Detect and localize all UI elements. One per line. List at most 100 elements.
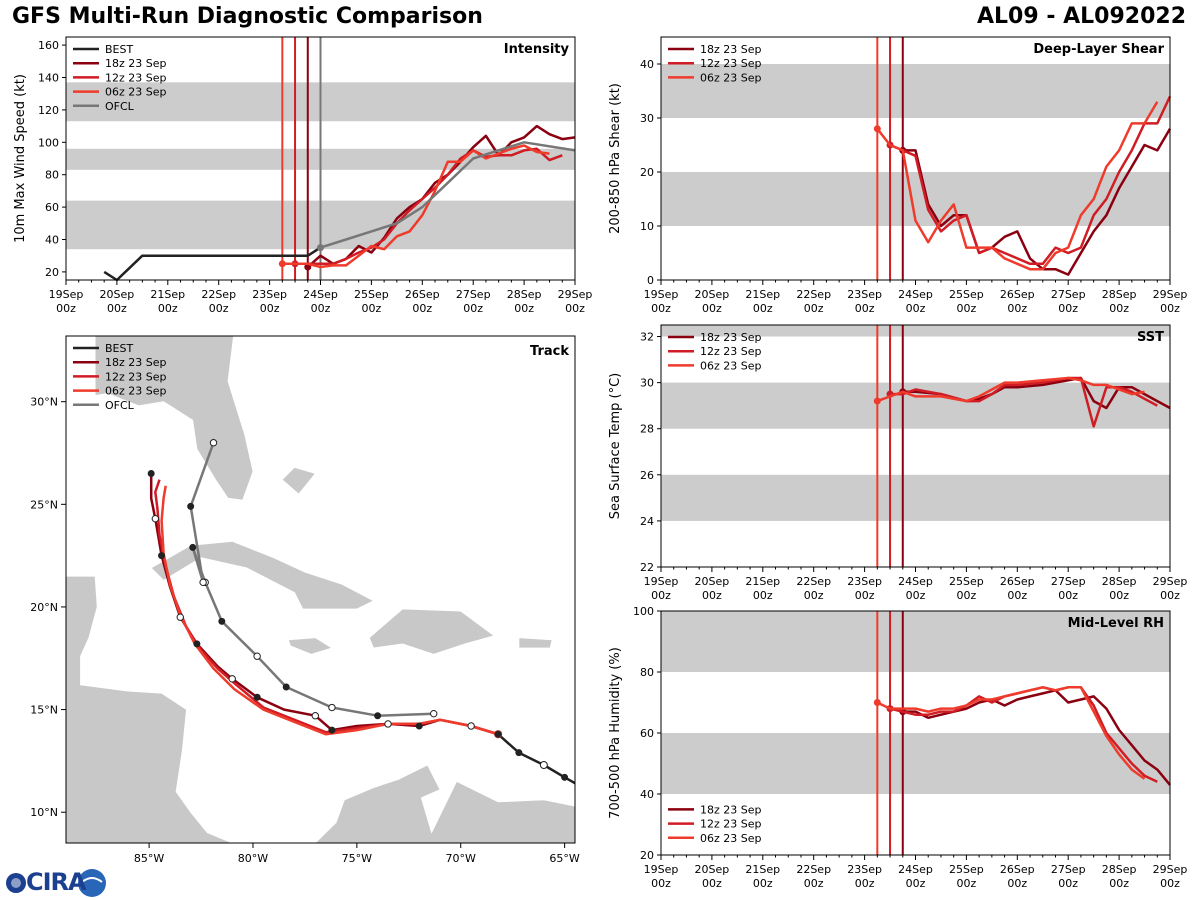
track-legend-entry-18z-23-sep: 18z 23 Sep [105,356,167,369]
track-ytick-label: 25°N [30,498,58,511]
sst-ytick-label: 28 [640,423,654,436]
intensity-start-point-ofcl [317,244,324,252]
shear-xtick-label-day: 27Sep [1051,288,1086,301]
sst-xtick-label-hour: 00z [804,589,824,602]
sst-legend-entry-12z-23-sep: 12z 23 Sep [700,345,762,358]
sst-ytick-label: 32 [640,331,654,344]
intensity-ytick-label: 40 [45,234,59,247]
intensity-legend-entry-ofcl: OFCL [105,100,135,113]
track-panel-title: Track [530,344,569,359]
track-forecast-marker [311,712,320,720]
shear-legend-entry-12z-23-sep: 12z 23 Sep [700,57,762,70]
rh-xtick-label-day: 19Sep [644,863,679,876]
track-forecast-marker [494,730,502,738]
sst-xtick-label-day: 29Sep [1153,575,1188,588]
intensity-ytick-label: 100 [38,136,59,149]
intensity-start-point-06z-23-sep [278,260,286,268]
intensity-xtick-label-day: 21Sep [150,288,185,301]
south-america-land [314,764,575,843]
intensity-xtick-label-hour: 00z [260,302,280,315]
shear-band-1 [661,64,1170,118]
intensity-series-12z-23-sep [295,147,563,266]
track-map [66,336,583,843]
track-ytick-label: 20°N [30,601,58,614]
cuba-land [150,540,375,610]
shear-xtick-label-day: 28Sep [1102,288,1137,301]
sst-xtick-label-hour: 00z [1007,589,1027,602]
track-forecast-marker [151,514,160,523]
cira-right-globe-icon [78,869,106,897]
shear-xtick-label-day: 20Sep [695,288,730,301]
sst-xtick-label-day: 24Sep [898,575,933,588]
track-ofcl-marker [218,617,226,625]
sst-xtick-label-day: 28Sep [1102,575,1137,588]
sst-ytick-label: 26 [640,469,654,482]
track-ofcl-marker [187,502,195,510]
shear-series-06z-23-sep [876,101,1159,271]
shear-xtick-label-hour: 00z [702,302,722,315]
shear-xtick-label-hour: 00z [957,302,977,315]
shear-xtick-label-hour: 00z [1007,302,1027,315]
rh-xtick-label-day: 25Sep [949,863,984,876]
shear-xtick-label-day: 26Sep [1000,288,1035,301]
rh-xtick-label-day: 28Sep [1102,863,1137,876]
rh-xtick-label-hour: 00z [957,877,977,890]
track-ofcl-marker [328,703,336,712]
rh-legend-entry-12z-23-sep: 12z 23 Sep [700,818,762,831]
sst-xtick-label-hour: 00z [702,589,722,602]
sst-ylabel: Sea Surface Temp (°C) [608,373,623,520]
track-legend-entry-12z-23-sep: 12z 23 Sep [105,370,167,383]
shear-ytick-label: 40 [640,58,654,71]
track-ytick-label: 10°N [30,806,58,819]
intensity-xtick-label-day: 26Sep [405,288,440,301]
sst-xtick-label-hour: 00z [1160,589,1180,602]
rh-legend-entry-06z-23-sep: 06z 23 Sep [700,832,762,845]
hispaniola-land [368,608,495,655]
cira-logo-text: CIRA [26,868,87,896]
intensity-series-best [103,246,322,282]
intensity-xtick-label-day: 23Sep [252,288,287,301]
track-ofcl-marker [374,712,382,720]
sst-xtick-label-hour: 00z [855,589,875,602]
intensity-xtick-label-day: 20Sep [100,288,135,301]
sst-xtick-label-hour: 00z [957,589,977,602]
intensity-series-ofcl [320,141,576,249]
intensity-xtick-label-hour: 00z [412,302,432,315]
sst-xtick-label-day: 27Sep [1051,575,1086,588]
rh-xtick-label-hour: 00z [651,877,671,890]
track-forecast-marker [415,722,423,730]
page-title: GFS Multi-Run Diagnostic Comparison [12,4,483,29]
puerto-rico-land [518,637,553,649]
shear-xtick-label-hour: 00z [651,302,671,315]
intensity-xtick-label-day: 28Sep [507,288,542,301]
intensity-ytick-label: 60 [45,201,59,214]
intensity-ylabel: 10m Max Wind Speed (kt) [13,74,28,243]
shear-xtick-label-day: 24Sep [898,288,933,301]
intensity-xtick-label-day: 29Sep [558,288,593,301]
intensity-ytick-label: 160 [38,39,59,52]
mexico-central-america-land [66,575,233,843]
shear-xtick-label-day: 23Sep [847,288,882,301]
rh-xtick-label-day: 21Sep [745,863,780,876]
intensity-ytick-label: 80 [45,169,59,182]
intensity-ytick-label: 120 [38,104,59,117]
sst-xtick-label-day: 22Sep [796,575,831,588]
rh-ytick-label: 100 [633,605,654,618]
rh-ylabel: 700-500 hPa Humidity (%) [608,647,623,819]
intensity-xtick-label-hour: 00z [463,302,483,315]
track-forecast-marker [158,552,166,560]
sst-series-06z-23-sep [876,376,1145,403]
track-best-marker [576,782,583,789]
shear-xtick-label-hour: 00z [1160,302,1180,315]
track-legend-entry-best: BEST [105,342,133,355]
intensity-xtick-label-hour: 00z [56,302,76,315]
sst-start-point-06z-23-sep [873,397,881,405]
intensity-xtick-label-hour: 00z [311,302,331,315]
intensity-xtick-label-hour: 00z [362,302,382,315]
intensity-xtick-label-day: 22Sep [201,288,236,301]
sst-ytick-label: 22 [640,561,654,574]
sst-legend-entry-18z-23-sep: 18z 23 Sep [700,331,762,344]
rh-xtick-label-day: 23Sep [847,863,882,876]
track-forecast-marker [228,675,236,683]
rh-xtick-label-hour: 00z [1109,877,1129,890]
